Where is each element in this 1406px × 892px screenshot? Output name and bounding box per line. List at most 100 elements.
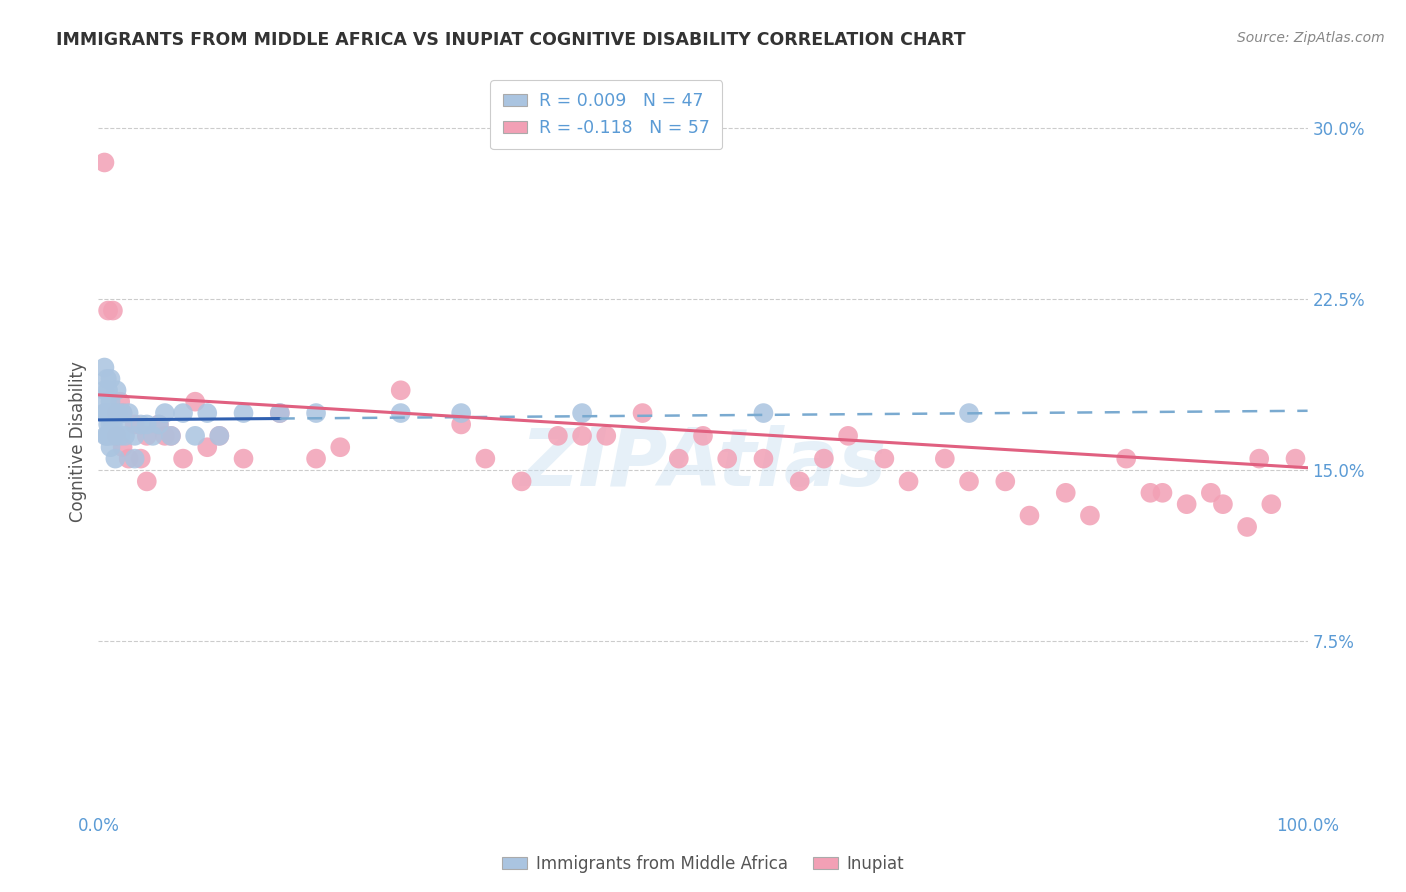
Point <box>111 440 134 454</box>
Point <box>142 429 165 443</box>
Point <box>148 417 170 432</box>
Point <box>94 429 117 443</box>
Point <box>994 475 1017 489</box>
Legend: R = 0.009   N = 47, R = -0.118   N = 57: R = 0.009 N = 47, R = -0.118 N = 57 <box>491 80 723 149</box>
Point <box>1115 451 1137 466</box>
Point <box>1078 508 1101 523</box>
Point <box>305 451 328 466</box>
Point <box>269 406 291 420</box>
Point <box>93 406 115 420</box>
Point <box>873 451 896 466</box>
Point <box>160 429 183 443</box>
Point <box>1152 485 1174 500</box>
Point <box>98 429 121 443</box>
Point <box>172 451 194 466</box>
Point <box>97 303 120 318</box>
Point <box>1284 451 1306 466</box>
Point <box>752 451 775 466</box>
Point <box>93 384 115 398</box>
Point <box>107 406 129 420</box>
Point <box>153 429 176 443</box>
Point <box>305 406 328 420</box>
Point <box>184 394 207 409</box>
Point <box>93 360 115 375</box>
Point <box>957 475 980 489</box>
Point <box>571 429 593 443</box>
Point <box>450 406 472 420</box>
Point <box>716 451 738 466</box>
Point <box>129 451 152 466</box>
Point <box>103 429 125 443</box>
Point <box>118 451 141 466</box>
Point <box>100 417 122 432</box>
Text: ZIPAtlas: ZIPAtlas <box>520 425 886 503</box>
Point <box>232 451 254 466</box>
Point <box>1236 520 1258 534</box>
Point <box>789 475 811 489</box>
Point <box>269 406 291 420</box>
Point <box>108 394 131 409</box>
Point <box>1260 497 1282 511</box>
Point <box>474 451 496 466</box>
Point <box>93 155 115 169</box>
Point <box>135 429 157 443</box>
Point <box>934 451 956 466</box>
Point <box>595 429 617 443</box>
Point <box>571 406 593 420</box>
Point <box>232 406 254 420</box>
Point <box>114 429 136 443</box>
Point <box>1199 485 1222 500</box>
Point <box>184 429 207 443</box>
Point <box>329 440 352 454</box>
Point <box>124 417 146 432</box>
Point <box>124 451 146 466</box>
Point <box>1054 485 1077 500</box>
Point <box>96 429 118 443</box>
Point <box>510 475 533 489</box>
Point <box>692 429 714 443</box>
Point <box>195 406 218 420</box>
Point <box>668 451 690 466</box>
Point <box>100 440 122 454</box>
Point <box>111 406 134 420</box>
Point <box>111 417 134 432</box>
Point <box>389 406 412 420</box>
Point <box>547 429 569 443</box>
Point <box>389 384 412 398</box>
Text: Source: ZipAtlas.com: Source: ZipAtlas.com <box>1237 31 1385 45</box>
Point <box>100 394 122 409</box>
Point <box>752 406 775 420</box>
Point <box>897 475 920 489</box>
Point <box>450 417 472 432</box>
Point <box>94 406 117 420</box>
Point <box>118 406 141 420</box>
Point <box>104 451 127 466</box>
Point <box>1175 497 1198 511</box>
Point <box>195 440 218 454</box>
Point <box>129 417 152 432</box>
Point <box>96 394 118 409</box>
Point <box>837 429 859 443</box>
Point <box>208 429 231 443</box>
Point <box>105 429 128 443</box>
Point <box>1249 451 1271 466</box>
Point <box>153 406 176 420</box>
Point <box>101 303 124 318</box>
Y-axis label: Cognitive Disability: Cognitive Disability <box>69 361 87 522</box>
Point <box>105 384 128 398</box>
Point <box>813 451 835 466</box>
Point <box>108 429 131 443</box>
Point <box>1212 497 1234 511</box>
Point <box>96 372 118 386</box>
Point <box>100 372 122 386</box>
Point <box>1018 508 1040 523</box>
Text: IMMIGRANTS FROM MIDDLE AFRICA VS INUPIAT COGNITIVE DISABILITY CORRELATION CHART: IMMIGRANTS FROM MIDDLE AFRICA VS INUPIAT… <box>56 31 966 49</box>
Point <box>1139 485 1161 500</box>
Point <box>148 417 170 432</box>
Point <box>105 406 128 420</box>
Point <box>101 417 124 432</box>
Point <box>208 429 231 443</box>
Point <box>101 406 124 420</box>
Point <box>135 475 157 489</box>
Point <box>98 406 121 420</box>
